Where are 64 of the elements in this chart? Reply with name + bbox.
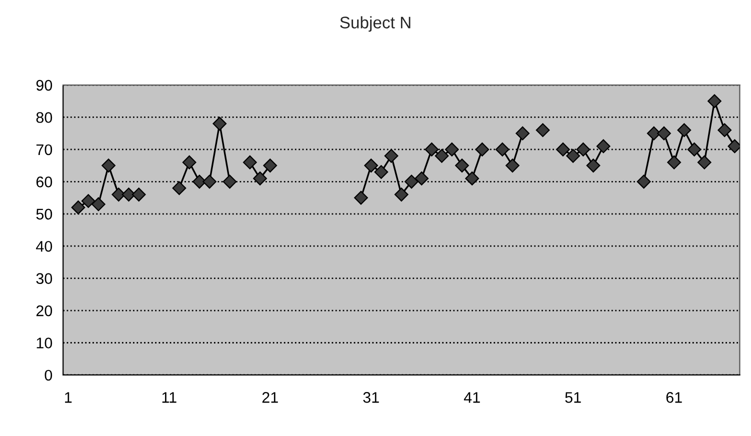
point	[677, 123, 692, 138]
point	[242, 155, 257, 170]
point	[71, 200, 86, 214]
point	[475, 142, 490, 156]
point	[636, 174, 651, 189]
point	[192, 174, 206, 189]
point	[516, 126, 530, 140]
point	[414, 172, 429, 186]
point	[576, 142, 590, 156]
x-tick-label: 51	[565, 392, 581, 403]
y-tick-label: 0	[44, 370, 52, 381]
point	[354, 190, 368, 205]
point	[132, 188, 146, 202]
y-tick-label: 20	[36, 305, 52, 316]
point	[596, 139, 610, 154]
point	[394, 188, 408, 202]
y-tick-label: 90	[36, 80, 52, 91]
point	[556, 142, 570, 156]
point	[172, 181, 186, 196]
point	[81, 194, 96, 208]
point	[404, 174, 418, 189]
point	[718, 123, 732, 138]
y-tick-label: 60	[36, 176, 52, 188]
point	[434, 148, 449, 163]
x-tick-label: 11	[162, 392, 176, 403]
point	[697, 155, 712, 170]
y-tick-label: 10	[36, 338, 52, 348]
point	[566, 148, 580, 163]
point	[667, 155, 682, 170]
point	[374, 165, 388, 179]
chart-title: Subject N	[340, 16, 410, 32]
point	[586, 158, 600, 172]
point	[444, 142, 459, 156]
y-tick-label: 50	[36, 208, 52, 220]
point	[102, 158, 116, 172]
point	[495, 142, 510, 156]
y-tick-label: 40	[36, 240, 52, 252]
x-tick-label: 21	[262, 392, 278, 403]
y-tick-label: 70	[36, 144, 52, 156]
point	[506, 158, 520, 172]
point	[222, 174, 237, 189]
x-tick-label: 41	[464, 392, 480, 403]
point	[91, 197, 106, 212]
point	[253, 172, 267, 186]
x-tick-label: 1	[65, 392, 72, 403]
point	[455, 158, 469, 172]
x-tick-label: 61	[666, 392, 682, 403]
point	[657, 126, 671, 140]
point	[384, 148, 398, 163]
point	[687, 142, 702, 156]
point	[202, 174, 216, 189]
point	[536, 123, 550, 138]
y-tick-label: 80	[36, 112, 52, 123]
point	[465, 172, 480, 186]
point	[708, 94, 722, 108]
point	[112, 188, 126, 202]
y-tick-label: 30	[36, 273, 52, 284]
x-tick-label: 31	[363, 392, 379, 403]
point	[263, 158, 278, 172]
point	[212, 116, 227, 131]
point	[424, 142, 439, 156]
point	[182, 155, 196, 170]
point	[364, 158, 378, 172]
point	[646, 126, 661, 140]
